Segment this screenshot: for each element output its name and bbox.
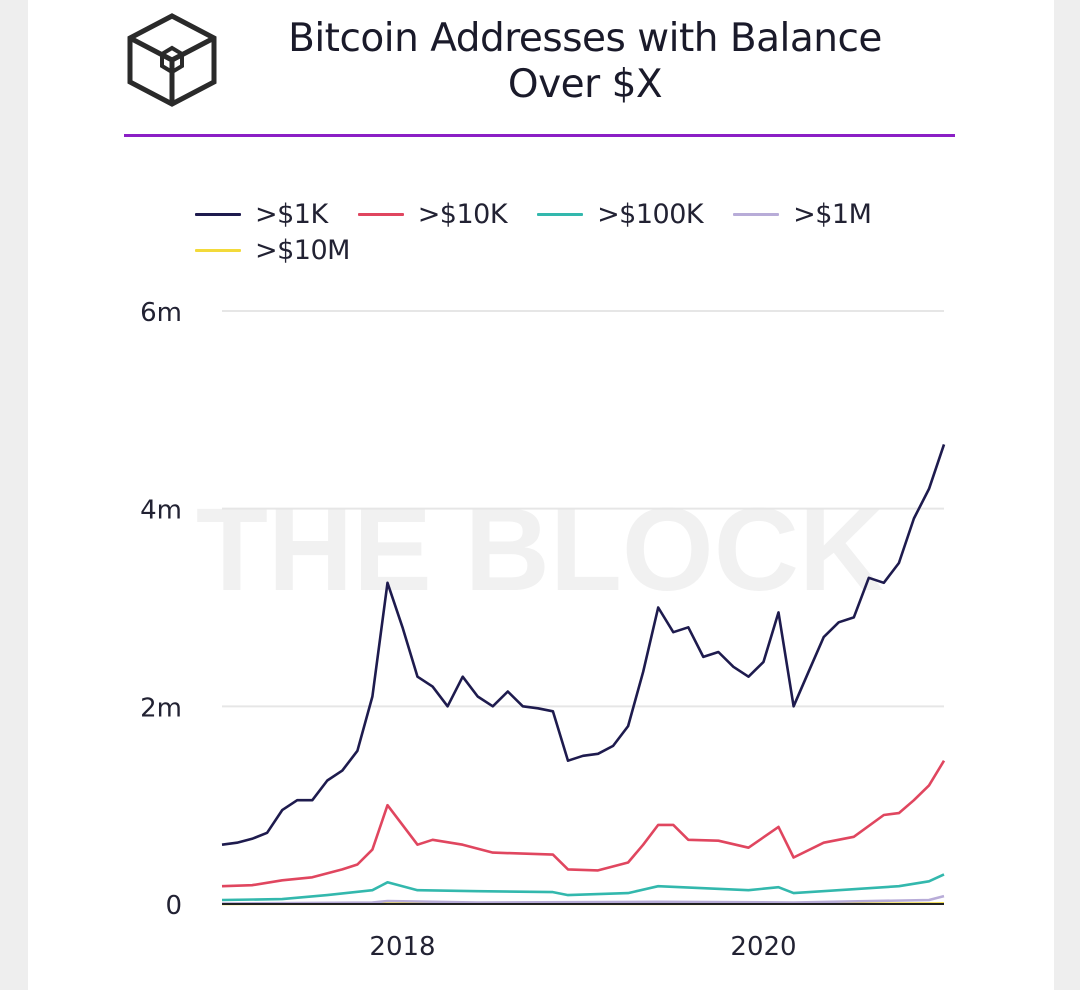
legend-swatch (733, 212, 780, 216)
title-divider (124, 134, 955, 137)
title-line-1: Bitcoin Addresses with Balance (288, 16, 882, 61)
x-tick-label: 2020 (730, 932, 796, 962)
y-tick-label: 6m (140, 298, 182, 328)
series-line-1m (221, 894, 945, 905)
legend-item-1k[interactable]: >$1K (195, 199, 328, 230)
legend-swatch (537, 212, 584, 216)
y-tick-label: 0 (165, 891, 182, 921)
chart-legend: >$1K >$10K >$100K >$1M >$10M (195, 196, 955, 268)
series-line-1k (221, 443, 946, 846)
legend-label: >$100K (597, 198, 704, 230)
chart-title: Bitcoin Addresses with Balance Over $X (250, 16, 920, 108)
legend-item-1m[interactable]: >$1M (733, 198, 872, 230)
title-line-2: Over $X (507, 62, 663, 107)
legend-label: >$10M (255, 234, 350, 266)
legend-row: >$10M (195, 232, 955, 268)
y-tick-label: 2m (140, 693, 182, 723)
legend-row: >$1K >$10K >$100K >$1M (195, 196, 955, 232)
legend-swatch (357, 212, 404, 216)
legend-label: >$1M (793, 198, 872, 230)
watermark-text: THE BLOCK (196, 484, 884, 616)
legend-label: >$1K (255, 198, 328, 230)
legend-swatch (195, 212, 241, 216)
legend-item-10k[interactable]: >$10K (357, 198, 508, 230)
legend-item-10m[interactable]: >$10M (195, 235, 350, 266)
series-line-10k (221, 760, 946, 888)
y-tick-label: 4m (140, 496, 182, 526)
legend-label: >$10K (417, 198, 508, 230)
legend-item-100k[interactable]: >$100K (537, 198, 704, 230)
the-block-logo-icon (127, 13, 217, 107)
chart-card (28, 0, 1054, 990)
series-line-100k (221, 873, 945, 902)
legend-swatch (195, 248, 241, 252)
x-tick-label: 2018 (369, 932, 435, 962)
